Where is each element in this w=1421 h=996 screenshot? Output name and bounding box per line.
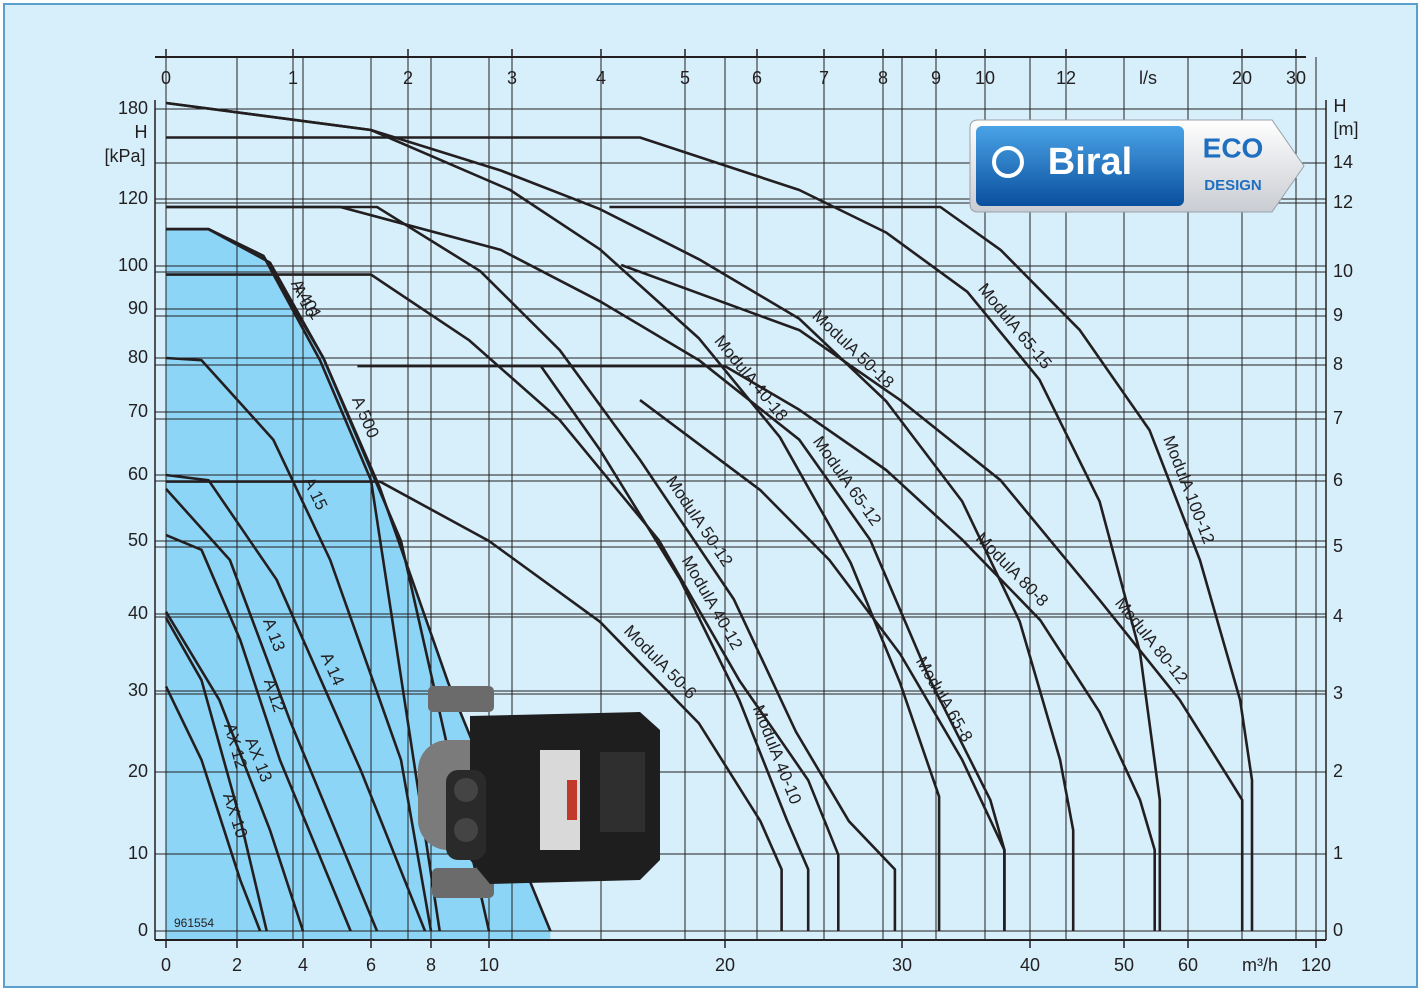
y2-tick-label: 7: [1333, 408, 1343, 428]
x2-tick-label: 2: [403, 68, 413, 88]
x-tick-label: 20: [715, 955, 735, 975]
y2-axis-unit: [m]: [1334, 119, 1359, 139]
y-tick-label: 20: [128, 761, 148, 781]
y2-axis-label: H: [1334, 96, 1347, 116]
x-tick-label: 30: [892, 955, 912, 975]
x-tick-label: 40: [1020, 955, 1040, 975]
x-tick-label: 120: [1301, 955, 1331, 975]
y-tick-label: 10: [128, 843, 148, 863]
y-tick-label: 100: [118, 255, 148, 275]
y2-tick-label: 3: [1333, 683, 1343, 703]
y-tick-label: 180: [118, 98, 148, 118]
x2-tick-label: 5: [680, 68, 690, 88]
y2-tick-label: 10: [1333, 261, 1353, 281]
y-tick-label: 90: [128, 298, 148, 318]
y2-tick-label: 1: [1333, 843, 1343, 863]
x2-tick-label: 30: [1286, 68, 1306, 88]
x-tick-label: 6: [366, 955, 376, 975]
x-tick-label: 10: [479, 955, 499, 975]
x-axis-label: m³/h: [1242, 955, 1278, 975]
x2-tick-label: 6: [752, 68, 762, 88]
x2-tick-label: 7: [819, 68, 829, 88]
y-tick-label: 30: [128, 680, 148, 700]
brand-name: Biral: [1048, 141, 1132, 183]
x2-tick-label: 4: [596, 68, 606, 88]
x-tick-label: 60: [1178, 955, 1198, 975]
chart: 0246810203040506012001234567891012203001…: [0, 0, 1421, 991]
y-axis-unit: [kPa]: [104, 146, 145, 166]
x2-axis-label: l/s: [1139, 68, 1157, 88]
y2-tick-label: 12: [1333, 192, 1353, 212]
x2-tick-label: 20: [1232, 68, 1252, 88]
x2-tick-label: 3: [507, 68, 517, 88]
y2-tick-label: 4: [1333, 606, 1343, 626]
x2-tick-label: 9: [931, 68, 941, 88]
y-tick-label: 40: [128, 603, 148, 623]
y2-tick-label: 0: [1333, 920, 1343, 940]
x-tick-label: 50: [1114, 955, 1134, 975]
x-tick-label: 4: [298, 955, 308, 975]
badge-bottom: DESIGN: [1204, 177, 1262, 194]
y-tick-label: 120: [118, 188, 148, 208]
y2-tick-label: 8: [1333, 354, 1343, 374]
x2-tick-label: 12: [1056, 68, 1076, 88]
x2-tick-label: 8: [878, 68, 888, 88]
y2-tick-label: 14: [1333, 152, 1353, 172]
y-tick-label: 60: [128, 464, 148, 484]
x2-tick-label: 1: [288, 68, 298, 88]
y2-tick-label: 6: [1333, 470, 1343, 490]
x2-tick-label: 0: [161, 68, 171, 88]
x-tick-label: 8: [426, 955, 436, 975]
badge-top: ECO: [1203, 132, 1264, 163]
y2-tick-label: 5: [1333, 536, 1343, 556]
x-tick-label: 2: [232, 955, 242, 975]
y-tick-label: 80: [128, 347, 148, 367]
y2-tick-label: 9: [1333, 305, 1343, 325]
y-tick-label: 70: [128, 401, 148, 421]
x-tick-label: 0: [161, 955, 171, 975]
y-tick-label: 0: [138, 920, 148, 940]
y-tick-label: 50: [128, 530, 148, 550]
x2-tick-label: 10: [975, 68, 995, 88]
y2-tick-label: 2: [1333, 761, 1343, 781]
y-axis-label: H: [135, 122, 148, 142]
brand-logo: Biral ECO DESIGN: [970, 120, 1304, 212]
code-label: 961554: [174, 916, 214, 930]
